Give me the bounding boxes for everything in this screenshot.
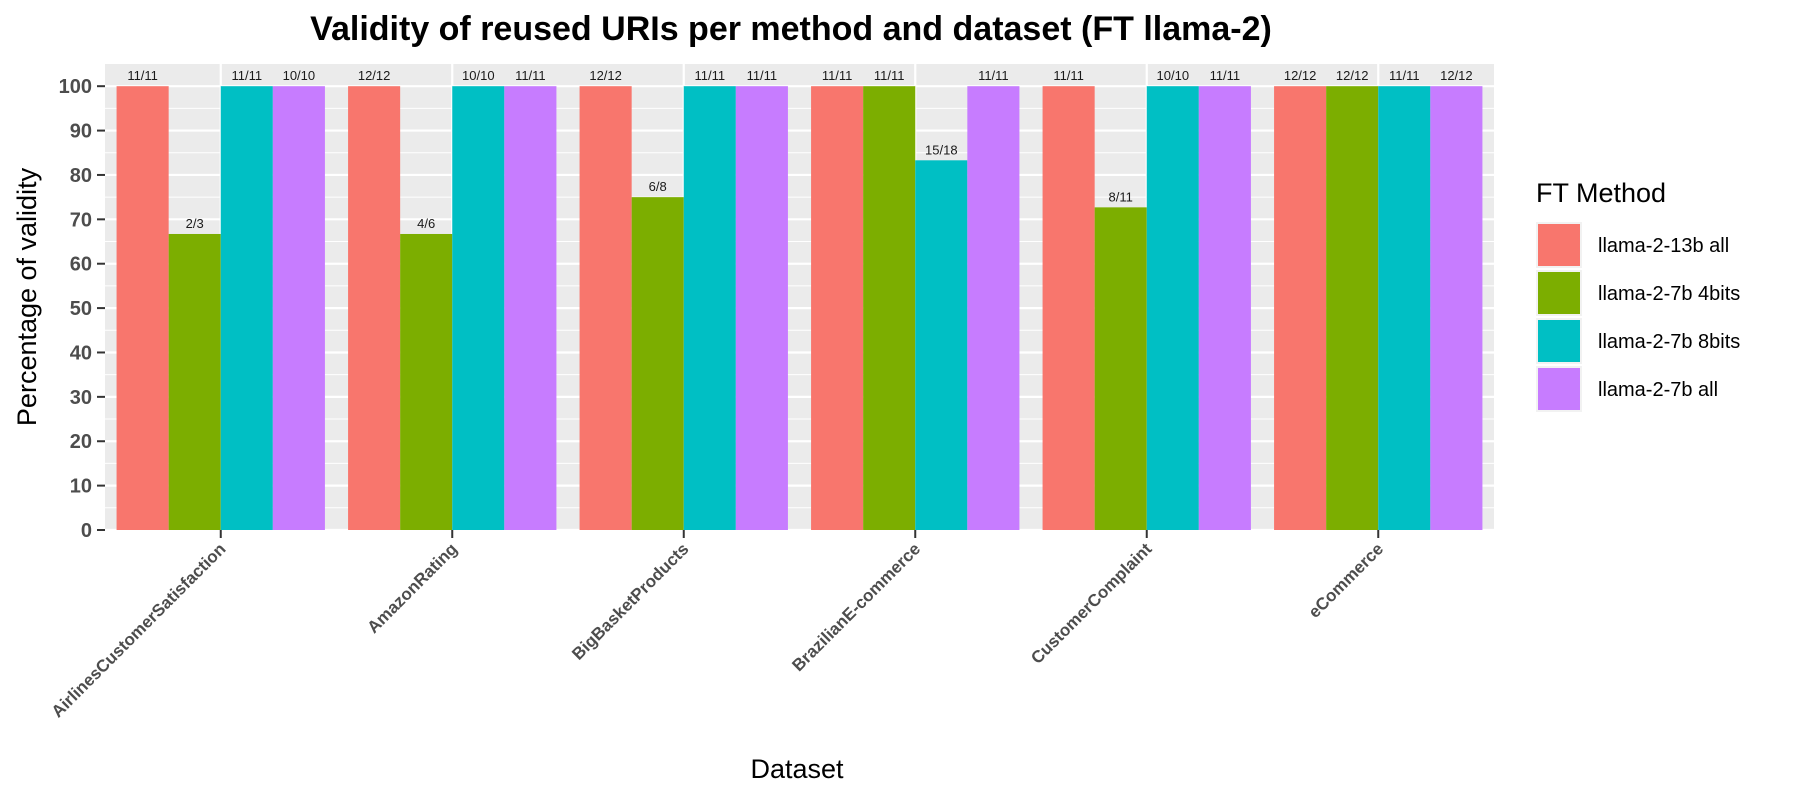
data-label: 11/11 xyxy=(231,68,262,83)
bar-airlinescustomersatisfaction-llama-2-13b-all xyxy=(116,86,169,530)
x-axis-title: Dataset xyxy=(750,754,844,784)
x-tick-label: AirlinesCustomerSatisfaction xyxy=(48,539,230,721)
data-label: 8/11 xyxy=(1109,189,1133,204)
legend-label-llama-2-7b-8bits: llama-2-7b 8bits xyxy=(1598,331,1740,353)
y-tick-label: 100 xyxy=(59,76,92,98)
chart-title: Validity of reused URIs per method and d… xyxy=(310,10,1272,48)
y-axis: 0 10 20 30 40 50 60 70 80 90 100 xyxy=(59,76,105,542)
x-tick-label: BigBasketProducts xyxy=(568,539,692,663)
y-tick-label: 40 xyxy=(70,342,92,364)
data-label: 12/12 xyxy=(1440,68,1473,83)
x-tick-label: AmazonRating xyxy=(363,539,461,637)
data-label: 12/12 xyxy=(358,68,391,83)
y-tick-label: 20 xyxy=(70,431,92,453)
data-label: 11/11 xyxy=(747,68,778,83)
bars xyxy=(116,86,1483,531)
legend-swatch-llama-2-7b-all xyxy=(1538,368,1580,410)
data-label: 4/6 xyxy=(417,216,435,231)
bar-braziliane-commerce-llama-2-7b-8bits xyxy=(915,160,968,530)
bar-amazonrating-llama-2-7b-8bits xyxy=(452,86,505,530)
legend-swatch-llama-2-7b-8bits xyxy=(1538,320,1580,362)
legend-label-llama-2-7b-4bits: llama-2-7b 4bits xyxy=(1598,283,1740,305)
data-label: 12/12 xyxy=(589,68,622,83)
y-tick-label: 50 xyxy=(70,298,92,320)
y-tick-label: 70 xyxy=(70,209,92,231)
y-tick-label: 30 xyxy=(70,387,92,409)
y-tick-label: 60 xyxy=(70,254,92,276)
bar-braziliane-commerce-llama-2-13b-all xyxy=(811,86,864,530)
bar-ecommerce-llama-2-7b-8bits xyxy=(1378,86,1431,530)
legend: FT Method llama-2-13b all llama-2-7b 4bit… xyxy=(1536,178,1740,412)
bar-customercomplaint-llama-2-7b-all xyxy=(1198,86,1251,530)
bar-bigbasketproducts-llama-2-7b-4bits xyxy=(631,197,684,530)
data-label: 10/10 xyxy=(283,68,316,83)
data-label: 15/18 xyxy=(925,142,958,157)
data-label: 11/11 xyxy=(694,68,725,83)
bar-customercomplaint-llama-2-7b-4bits xyxy=(1094,207,1147,531)
legend-label-llama-2-13b-all: llama-2-13b all xyxy=(1598,235,1729,257)
bar-airlinescustomersatisfaction-llama-2-7b-4bits xyxy=(168,233,221,530)
y-axis-title: Percentage of validity xyxy=(12,167,42,426)
data-label: 11/11 xyxy=(1389,68,1420,83)
bar-customercomplaint-llama-2-13b-all xyxy=(1042,86,1095,530)
data-label: 10/10 xyxy=(1157,68,1190,83)
bar-bigbasketproducts-llama-2-7b-8bits xyxy=(683,86,736,530)
y-tick-label: 10 xyxy=(70,476,92,498)
y-tick-label: 0 xyxy=(81,520,92,542)
legend-swatch-llama-2-7b-4bits xyxy=(1538,272,1580,314)
data-label: 12/12 xyxy=(1336,68,1369,83)
bar-bigbasketproducts-llama-2-13b-all xyxy=(579,86,632,530)
data-label: 11/11 xyxy=(978,68,1009,83)
legend-label-llama-2-7b-all: llama-2-7b all xyxy=(1598,379,1718,401)
bar-ecommerce-llama-2-7b-4bits xyxy=(1326,86,1379,530)
x-tick-label: CustomerComplaint xyxy=(1027,539,1156,668)
legend-title: FT Method xyxy=(1536,178,1666,208)
data-label: 11/11 xyxy=(874,68,905,83)
data-label: 6/8 xyxy=(649,179,667,194)
x-tick-label: BrazilianE-commerce xyxy=(788,539,924,675)
data-label: 12/12 xyxy=(1284,68,1317,83)
data-label: 11/11 xyxy=(822,68,853,83)
bar-ecommerce-llama-2-13b-all xyxy=(1274,86,1327,530)
data-label: 2/3 xyxy=(186,216,204,231)
x-axis: AirlinesCustomerSatisfaction AmazonRating… xyxy=(48,530,1387,721)
y-tick-label: 90 xyxy=(70,121,92,143)
bar-braziliane-commerce-llama-2-7b-all xyxy=(967,86,1020,530)
data-label: 11/11 xyxy=(127,68,158,83)
plot-panel xyxy=(105,64,1494,530)
bar-bigbasketproducts-llama-2-7b-all xyxy=(735,86,788,530)
data-label: 11/11 xyxy=(1053,68,1084,83)
bar-customercomplaint-llama-2-7b-8bits xyxy=(1146,86,1199,530)
legend-swatch-llama-2-13b-all xyxy=(1538,224,1580,266)
data-labels: 11/11 2/3 11/11 10/10 12/12 4/6 10/10 11/11 12/1… xyxy=(127,68,1472,231)
x-tick-label: eCommerce xyxy=(1305,539,1387,621)
bar-braziliane-commerce-llama-2-7b-4bits xyxy=(863,86,916,530)
data-label: 11/11 xyxy=(1210,68,1241,83)
bar-amazonrating-llama-2-7b-4bits xyxy=(400,233,453,530)
data-label: 10/10 xyxy=(462,68,495,83)
bar-amazonrating-llama-2-13b-all xyxy=(348,86,401,530)
data-label: 11/11 xyxy=(515,68,546,83)
bar-amazonrating-llama-2-7b-all xyxy=(504,86,557,530)
y-tick-label: 80 xyxy=(70,165,92,187)
bar-airlinescustomersatisfaction-llama-2-7b-all xyxy=(272,86,325,530)
bar-ecommerce-llama-2-7b-all xyxy=(1430,86,1483,530)
bar-airlinescustomersatisfaction-llama-2-7b-8bits xyxy=(220,86,273,530)
